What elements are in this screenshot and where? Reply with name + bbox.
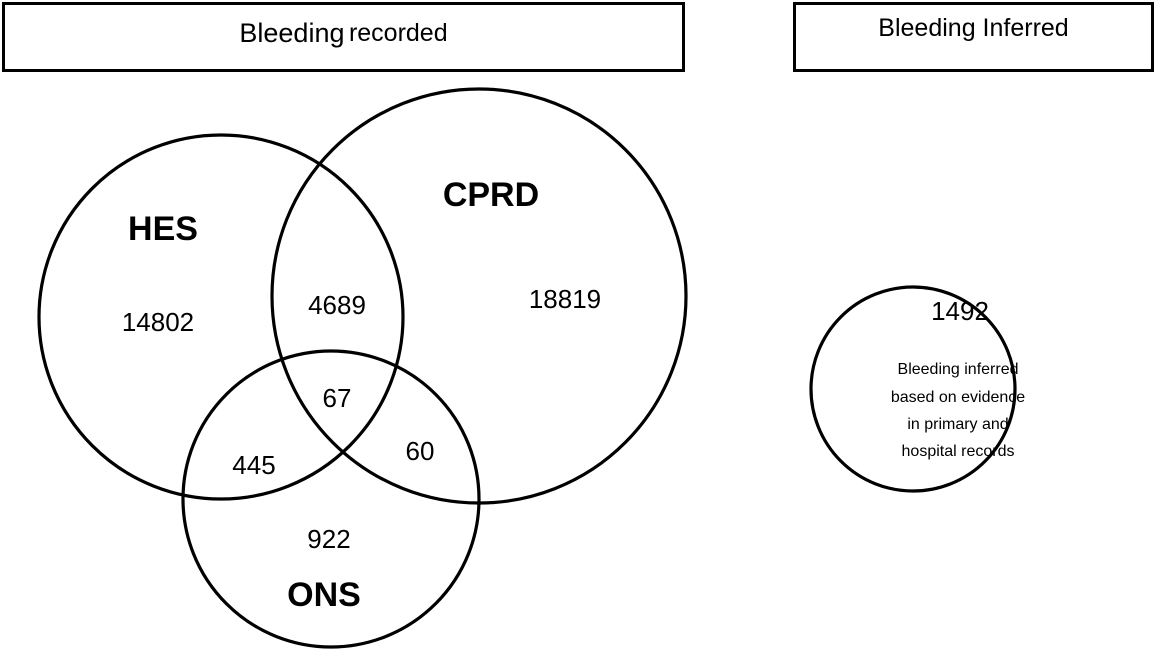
bleeding-inferred-title: Bleeding Inferred (878, 13, 1069, 42)
bleeding-recorded-header: Bleeding recorded (2, 2, 685, 72)
hes-label: HES (128, 210, 198, 248)
hes-circle (37, 133, 405, 501)
inferred-note-line: in primary and (907, 416, 1008, 433)
count-hes-only: 14802 (122, 307, 194, 337)
count-inferred: 1492 (931, 296, 989, 326)
inferred-circle (809, 285, 1017, 493)
cprd-label: CPRD (443, 176, 539, 214)
inferred-note-line: Bleeding inferred (898, 361, 1019, 378)
bleeding-recorded-title-main: Bleeding (239, 17, 345, 48)
bleeding-inferred-header: Bleeding Inferred (793, 2, 1154, 72)
bleeding-recorded-title-sub: recorded (348, 18, 448, 47)
inferred-note-line: based on evidence (891, 389, 1025, 406)
ons-circle (181, 349, 481, 649)
inferred-note-line: hospital records (902, 443, 1015, 460)
count-hes-cprd: 4689 (308, 290, 366, 320)
count-hes-ons: 445 (232, 450, 275, 480)
count-all-three: 67 (323, 383, 352, 413)
count-cprd-only: 18819 (529, 284, 601, 314)
count-cprd-ons: 60 (406, 436, 435, 466)
count-ons-only: 922 (307, 524, 350, 554)
ons-label: ONS (287, 576, 361, 614)
